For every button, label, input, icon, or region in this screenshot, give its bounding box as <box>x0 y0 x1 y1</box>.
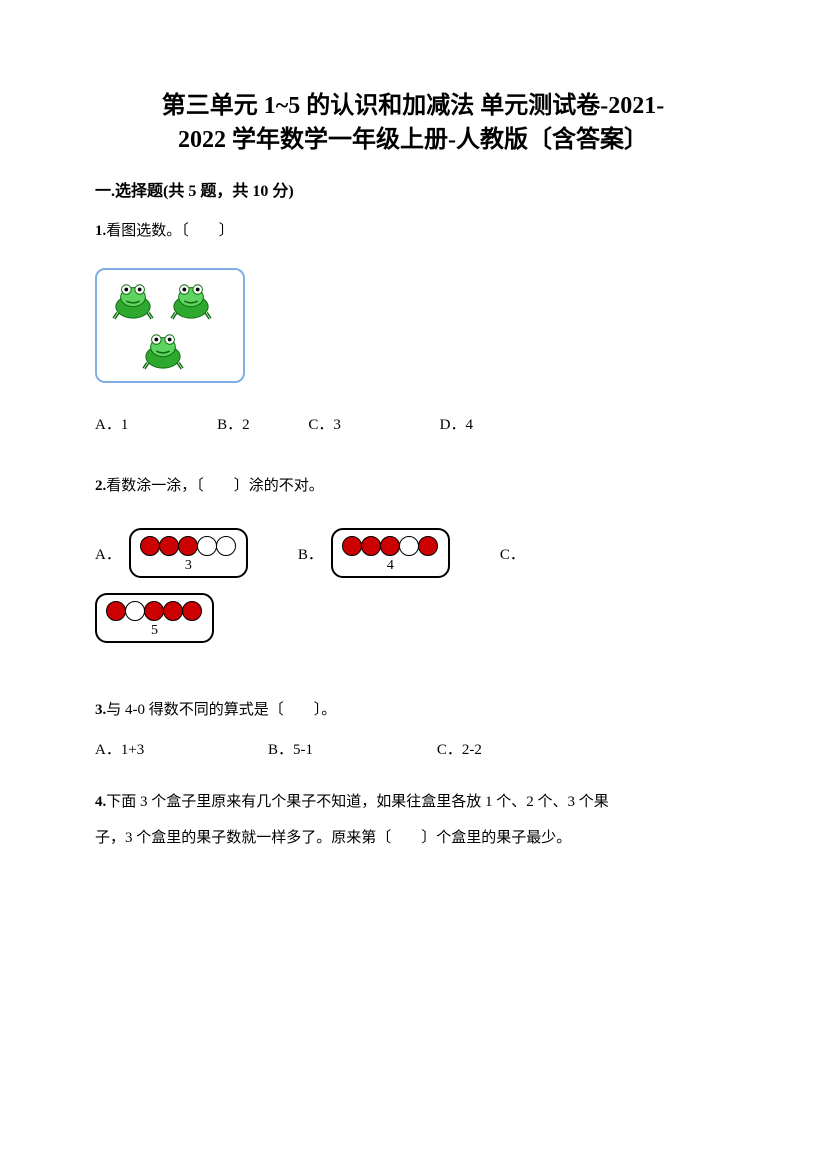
title-line2: 2022 学年数学一年级上册-人教版〔含答案〕 <box>95 124 731 158</box>
q4-line2: 子，3 个盒里的果子数就一样多了。原来第〔 〕个盒里的果子最少。 <box>95 830 571 846</box>
circle-box-c-number: 5 <box>107 623 202 639</box>
circle-filled <box>182 601 202 621</box>
q1-option-c[interactable]: C．3 <box>308 413 341 434</box>
frog-icon <box>167 280 215 320</box>
title-line1: 第三单元 1~5 的认识和加减法 单元测试卷-2021- <box>95 90 731 124</box>
circle-filled <box>418 536 438 556</box>
q1-option-a[interactable]: A．1 <box>95 413 128 434</box>
frog-icon <box>109 280 157 320</box>
q3-options: A．1+3 B．5-1 C．2-2 <box>95 738 731 759</box>
q2-option-a-label: A． <box>95 543 121 564</box>
q1-option-b[interactable]: B．2 <box>217 413 250 434</box>
q1-text: 看图选数。〔 〕 <box>106 223 234 239</box>
circle-box-a-number: 3 <box>141 558 236 574</box>
q2-num: 2. <box>95 478 106 494</box>
q2-text: 看数涂一涂，〔 〕涂的不对。 <box>106 478 324 494</box>
page-title: 第三单元 1~5 的认识和加减法 单元测试卷-2021- 2022 学年数学一年… <box>95 90 731 157</box>
q1-option-d[interactable]: D．4 <box>440 413 473 434</box>
circle-filled <box>144 601 164 621</box>
q1-num: 1. <box>95 223 106 239</box>
question-4: 4.下面 3 个盒子里原来有几个果子不知道，如果往盒里各放 1 个、2 个、3 … <box>95 784 731 856</box>
q2-option-b[interactable]: B． 4 <box>298 528 450 578</box>
circle-box-b-number: 4 <box>343 558 438 574</box>
q1-options: A．1 B．2 C．3 D．4 <box>95 413 731 434</box>
circle-filled <box>178 536 198 556</box>
circle-empty <box>125 601 145 621</box>
question-1: 1.看图选数。〔 〕 <box>95 219 731 243</box>
circle-empty <box>216 536 236 556</box>
frog-illustration-box <box>95 268 245 383</box>
circle-box-b: 4 <box>331 528 450 578</box>
section-header: 一.选择题(共 5 题，共 10 分) <box>95 177 731 201</box>
circle-box-c: 5 <box>95 593 214 643</box>
q2-option-c-label: C． <box>500 543 525 564</box>
circles-row <box>141 536 236 556</box>
circle-filled <box>163 601 183 621</box>
q2-option-c[interactable]: 5 <box>95 593 214 643</box>
q2-option-c-label-only: C． <box>500 543 533 564</box>
q3-text: 与 4-0 得数不同的算式是〔 〕。 <box>106 702 336 718</box>
q3-num: 3. <box>95 702 106 718</box>
circle-empty <box>399 536 419 556</box>
q2-options: A． 3 B． 4 C． <box>95 528 731 658</box>
circle-box-a: 3 <box>129 528 248 578</box>
circle-empty <box>197 536 217 556</box>
frog-icon <box>139 330 187 370</box>
circles-row <box>107 601 202 621</box>
q3-option-b[interactable]: B．5-1 <box>268 738 313 759</box>
q4-num: 4. <box>95 794 106 810</box>
circle-filled <box>106 601 126 621</box>
circle-filled <box>140 536 160 556</box>
q3-option-c[interactable]: C．2-2 <box>437 738 482 759</box>
question-3: 3.与 4-0 得数不同的算式是〔 〕。 <box>95 698 731 722</box>
circle-filled <box>380 536 400 556</box>
q4-line1: 下面 3 个盒子里原来有几个果子不知道，如果往盒里各放 1 个、2 个、3 个果 <box>106 794 609 810</box>
circles-row <box>343 536 438 556</box>
question-2: 2.看数涂一涂，〔 〕涂的不对。 <box>95 474 731 498</box>
circle-filled <box>159 536 179 556</box>
circle-filled <box>342 536 362 556</box>
q3-option-a[interactable]: A．1+3 <box>95 738 144 759</box>
q2-option-b-label: B． <box>298 543 323 564</box>
circle-filled <box>361 536 381 556</box>
q2-option-a[interactable]: A． 3 <box>95 528 248 578</box>
